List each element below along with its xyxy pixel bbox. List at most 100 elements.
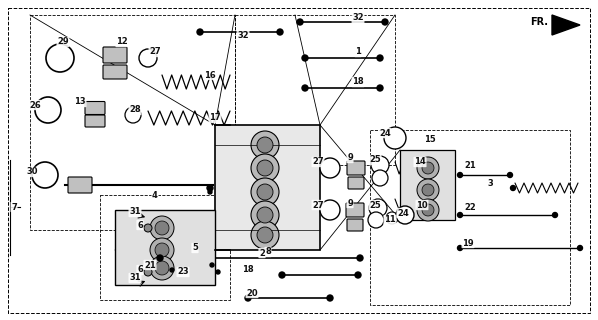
Circle shape xyxy=(357,255,363,261)
Circle shape xyxy=(377,85,383,91)
Text: 14: 14 xyxy=(414,157,426,166)
Circle shape xyxy=(155,261,169,275)
Circle shape xyxy=(302,85,308,91)
Text: 7: 7 xyxy=(11,203,17,212)
Bar xyxy=(235,15,395,165)
Circle shape xyxy=(320,200,340,220)
Circle shape xyxy=(170,268,174,272)
Circle shape xyxy=(144,268,152,276)
Circle shape xyxy=(150,238,174,262)
Circle shape xyxy=(384,127,406,149)
Circle shape xyxy=(297,19,303,25)
Circle shape xyxy=(207,185,213,191)
Text: 27: 27 xyxy=(312,157,324,166)
Circle shape xyxy=(386,212,398,224)
Circle shape xyxy=(396,206,414,224)
FancyBboxPatch shape xyxy=(346,203,364,217)
Text: 18: 18 xyxy=(352,77,364,86)
Text: 32: 32 xyxy=(352,13,364,22)
Circle shape xyxy=(457,212,462,218)
Text: 28: 28 xyxy=(129,106,141,115)
Circle shape xyxy=(35,97,61,123)
FancyBboxPatch shape xyxy=(103,65,127,79)
Text: 9: 9 xyxy=(347,154,353,163)
Text: 24: 24 xyxy=(397,209,409,218)
Text: 8: 8 xyxy=(265,247,271,257)
FancyBboxPatch shape xyxy=(115,210,215,285)
Circle shape xyxy=(257,227,273,243)
Circle shape xyxy=(382,19,388,25)
Circle shape xyxy=(208,190,212,194)
Text: 3: 3 xyxy=(487,179,493,188)
Circle shape xyxy=(422,184,434,196)
Text: 9: 9 xyxy=(347,198,353,207)
Circle shape xyxy=(257,207,273,223)
Circle shape xyxy=(257,137,273,153)
Bar xyxy=(370,130,570,305)
Text: 25: 25 xyxy=(369,156,381,164)
Text: 31: 31 xyxy=(129,207,141,217)
Circle shape xyxy=(355,272,361,278)
Circle shape xyxy=(368,212,384,228)
Polygon shape xyxy=(552,15,580,35)
Circle shape xyxy=(320,158,340,178)
Bar xyxy=(30,15,235,230)
Text: 17: 17 xyxy=(209,114,221,123)
Circle shape xyxy=(257,160,273,176)
FancyBboxPatch shape xyxy=(85,115,105,127)
Text: 27: 27 xyxy=(149,47,161,57)
Bar xyxy=(100,195,230,300)
Circle shape xyxy=(377,55,383,61)
Text: 6: 6 xyxy=(137,266,143,275)
Circle shape xyxy=(251,178,279,206)
Circle shape xyxy=(327,295,333,301)
FancyBboxPatch shape xyxy=(347,219,363,231)
FancyBboxPatch shape xyxy=(400,150,455,220)
Text: 31: 31 xyxy=(129,274,141,283)
Circle shape xyxy=(197,29,203,35)
Text: 19: 19 xyxy=(462,238,474,247)
Circle shape xyxy=(302,55,308,61)
Circle shape xyxy=(125,107,141,123)
Text: 18: 18 xyxy=(242,266,254,275)
Text: 11: 11 xyxy=(384,215,396,225)
Text: 25: 25 xyxy=(369,201,381,210)
Circle shape xyxy=(251,201,279,229)
Circle shape xyxy=(251,221,279,249)
Text: 20: 20 xyxy=(246,289,258,298)
Text: 1: 1 xyxy=(355,47,361,57)
Circle shape xyxy=(150,256,174,280)
Circle shape xyxy=(216,270,220,274)
Circle shape xyxy=(155,221,169,235)
Text: 16: 16 xyxy=(204,70,216,79)
Circle shape xyxy=(369,199,387,217)
Circle shape xyxy=(279,272,285,278)
Text: 22: 22 xyxy=(464,204,476,212)
Circle shape xyxy=(457,172,462,178)
Text: 21: 21 xyxy=(144,260,156,269)
Circle shape xyxy=(251,154,279,182)
Circle shape xyxy=(508,172,512,178)
Text: 21: 21 xyxy=(464,161,476,170)
Circle shape xyxy=(46,44,74,72)
Circle shape xyxy=(422,204,434,216)
Text: 15: 15 xyxy=(424,135,436,145)
Circle shape xyxy=(457,245,462,251)
Circle shape xyxy=(553,212,557,218)
Circle shape xyxy=(417,179,439,201)
FancyBboxPatch shape xyxy=(215,125,320,250)
Text: 5: 5 xyxy=(192,244,198,252)
Circle shape xyxy=(511,186,515,190)
Circle shape xyxy=(372,170,388,186)
FancyBboxPatch shape xyxy=(347,161,365,175)
Text: 24: 24 xyxy=(379,129,391,138)
Text: 26: 26 xyxy=(29,100,41,109)
Text: 2: 2 xyxy=(259,249,265,258)
Circle shape xyxy=(417,199,439,221)
Text: 4: 4 xyxy=(152,190,158,199)
Text: 23: 23 xyxy=(177,268,189,276)
Circle shape xyxy=(139,49,157,67)
Circle shape xyxy=(578,245,582,251)
Text: 29: 29 xyxy=(57,37,69,46)
Text: 6: 6 xyxy=(137,220,143,229)
